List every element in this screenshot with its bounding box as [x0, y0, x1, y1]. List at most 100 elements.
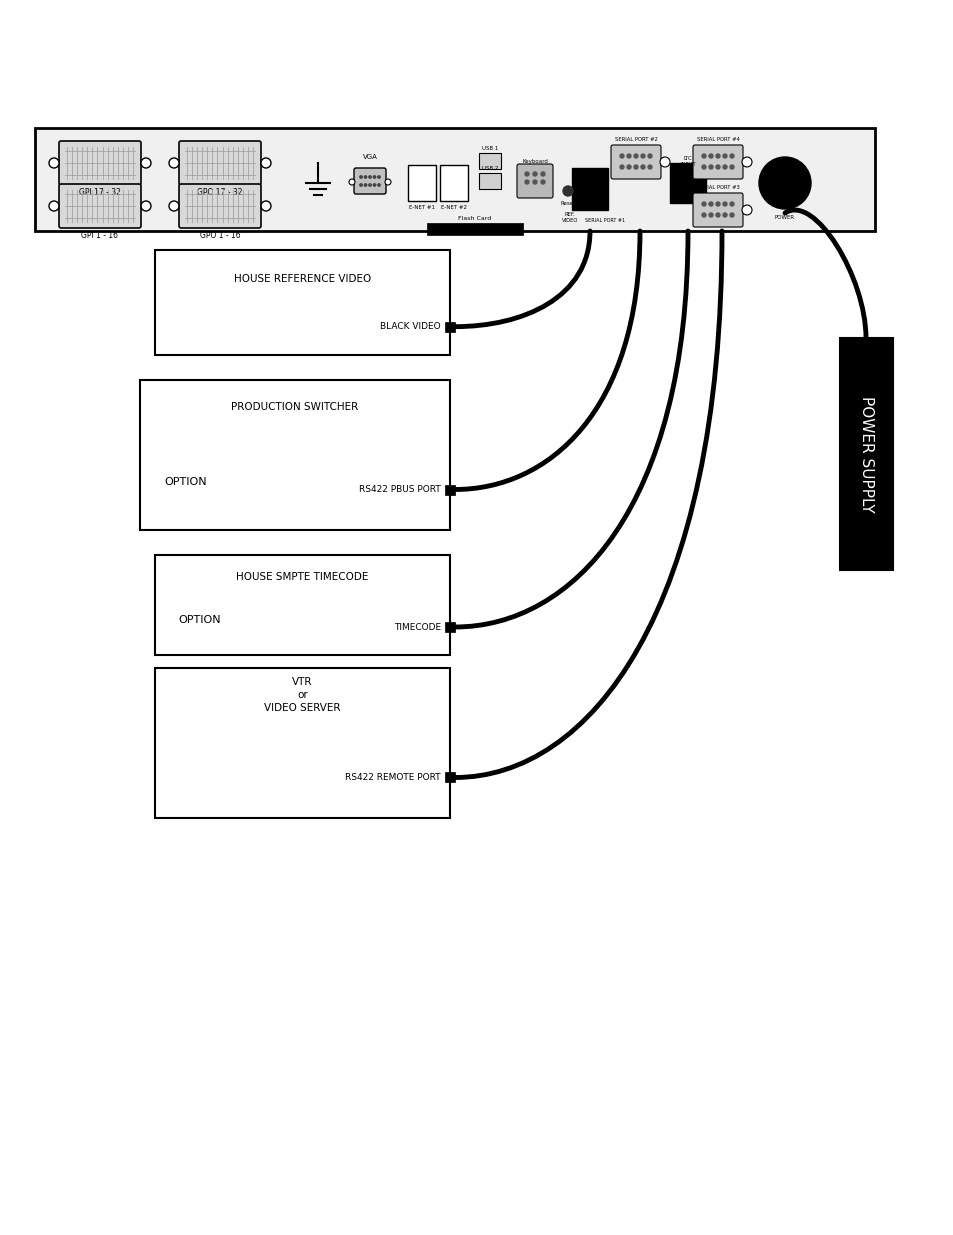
FancyBboxPatch shape — [154, 668, 450, 818]
Circle shape — [741, 157, 751, 167]
Circle shape — [385, 179, 391, 185]
FancyBboxPatch shape — [692, 193, 742, 227]
Text: LTC: LTC — [683, 156, 692, 161]
FancyBboxPatch shape — [669, 163, 705, 203]
FancyBboxPatch shape — [517, 164, 553, 198]
Text: VGA: VGA — [362, 154, 377, 161]
Circle shape — [373, 175, 375, 178]
Circle shape — [261, 201, 271, 211]
Circle shape — [261, 158, 271, 168]
Circle shape — [373, 184, 375, 186]
Circle shape — [741, 205, 751, 215]
Circle shape — [524, 172, 529, 177]
Circle shape — [759, 157, 810, 209]
Text: GPO 1 - 16: GPO 1 - 16 — [199, 231, 240, 240]
Circle shape — [647, 154, 651, 158]
Text: BLACK VIDEO: BLACK VIDEO — [380, 322, 440, 331]
Circle shape — [524, 180, 529, 184]
Text: GPI 1 - 16: GPI 1 - 16 — [81, 231, 118, 240]
Circle shape — [708, 203, 712, 206]
Circle shape — [722, 203, 726, 206]
Text: SERIAL PORT #1: SERIAL PORT #1 — [584, 219, 624, 224]
Circle shape — [369, 175, 371, 178]
Text: HOUSE REFERENCE VIDEO: HOUSE REFERENCE VIDEO — [233, 274, 371, 284]
FancyBboxPatch shape — [572, 168, 607, 210]
FancyBboxPatch shape — [439, 165, 468, 201]
FancyBboxPatch shape — [444, 321, 455, 332]
Circle shape — [626, 165, 630, 169]
FancyBboxPatch shape — [179, 141, 261, 185]
Circle shape — [729, 165, 733, 169]
FancyBboxPatch shape — [444, 773, 455, 783]
Text: GPO 17 - 32: GPO 17 - 32 — [197, 188, 242, 198]
Circle shape — [540, 180, 544, 184]
Text: VIDEO SERVER: VIDEO SERVER — [264, 703, 340, 713]
Circle shape — [701, 154, 705, 158]
Circle shape — [701, 203, 705, 206]
Text: VTR: VTR — [292, 677, 313, 687]
Text: SERIAL PORT #4: SERIAL PORT #4 — [696, 137, 739, 142]
Text: Reset: Reset — [559, 201, 575, 206]
Circle shape — [659, 157, 669, 167]
FancyBboxPatch shape — [478, 173, 500, 189]
Circle shape — [716, 165, 720, 169]
Circle shape — [619, 154, 623, 158]
Circle shape — [49, 201, 59, 211]
Circle shape — [359, 175, 362, 178]
Circle shape — [701, 165, 705, 169]
Circle shape — [364, 175, 366, 178]
FancyBboxPatch shape — [140, 380, 450, 530]
Text: REF.: REF. — [564, 212, 575, 217]
FancyBboxPatch shape — [59, 141, 141, 185]
Circle shape — [729, 154, 733, 158]
Text: USB 1: USB 1 — [481, 146, 497, 151]
Circle shape — [634, 154, 638, 158]
FancyBboxPatch shape — [444, 622, 455, 632]
Circle shape — [708, 165, 712, 169]
Circle shape — [169, 158, 179, 168]
Circle shape — [722, 212, 726, 217]
Text: RS422 REMOTE PORT: RS422 REMOTE PORT — [345, 773, 440, 782]
Text: TIMECODE: TIMECODE — [394, 622, 440, 631]
Text: POWER SUPPLY: POWER SUPPLY — [858, 395, 873, 513]
Circle shape — [708, 154, 712, 158]
Circle shape — [722, 154, 726, 158]
Circle shape — [716, 203, 720, 206]
Text: OPTION: OPTION — [178, 615, 221, 625]
Circle shape — [141, 158, 151, 168]
Circle shape — [377, 184, 380, 186]
Circle shape — [729, 203, 733, 206]
Circle shape — [729, 212, 733, 217]
Circle shape — [141, 201, 151, 211]
Text: SERIAL PORT #2: SERIAL PORT #2 — [614, 137, 657, 142]
Circle shape — [369, 184, 371, 186]
Circle shape — [533, 180, 537, 184]
Circle shape — [708, 212, 712, 217]
Circle shape — [619, 165, 623, 169]
Circle shape — [647, 165, 651, 169]
Text: RS422 PBUS PORT: RS422 PBUS PORT — [359, 485, 440, 494]
FancyBboxPatch shape — [408, 165, 436, 201]
FancyBboxPatch shape — [154, 555, 450, 655]
Circle shape — [701, 212, 705, 217]
FancyBboxPatch shape — [427, 224, 522, 235]
Circle shape — [364, 184, 366, 186]
Text: HOUSE SMPTE TIMECODE: HOUSE SMPTE TIMECODE — [236, 572, 368, 582]
Circle shape — [359, 184, 362, 186]
Text: INPUT: INPUT — [679, 162, 695, 167]
Text: VIDEO: VIDEO — [561, 219, 578, 224]
FancyBboxPatch shape — [478, 153, 500, 169]
Text: USB 2: USB 2 — [481, 165, 497, 170]
FancyBboxPatch shape — [610, 144, 660, 179]
Circle shape — [533, 172, 537, 177]
Circle shape — [562, 186, 573, 196]
Text: Keyboard: Keyboard — [521, 159, 547, 164]
Circle shape — [626, 154, 630, 158]
FancyBboxPatch shape — [692, 144, 742, 179]
Circle shape — [49, 158, 59, 168]
Text: SERIAL PORT #3: SERIAL PORT #3 — [696, 185, 739, 190]
Circle shape — [634, 165, 638, 169]
Text: GPI 17 - 32: GPI 17 - 32 — [79, 188, 121, 198]
FancyBboxPatch shape — [59, 184, 141, 228]
Circle shape — [716, 154, 720, 158]
